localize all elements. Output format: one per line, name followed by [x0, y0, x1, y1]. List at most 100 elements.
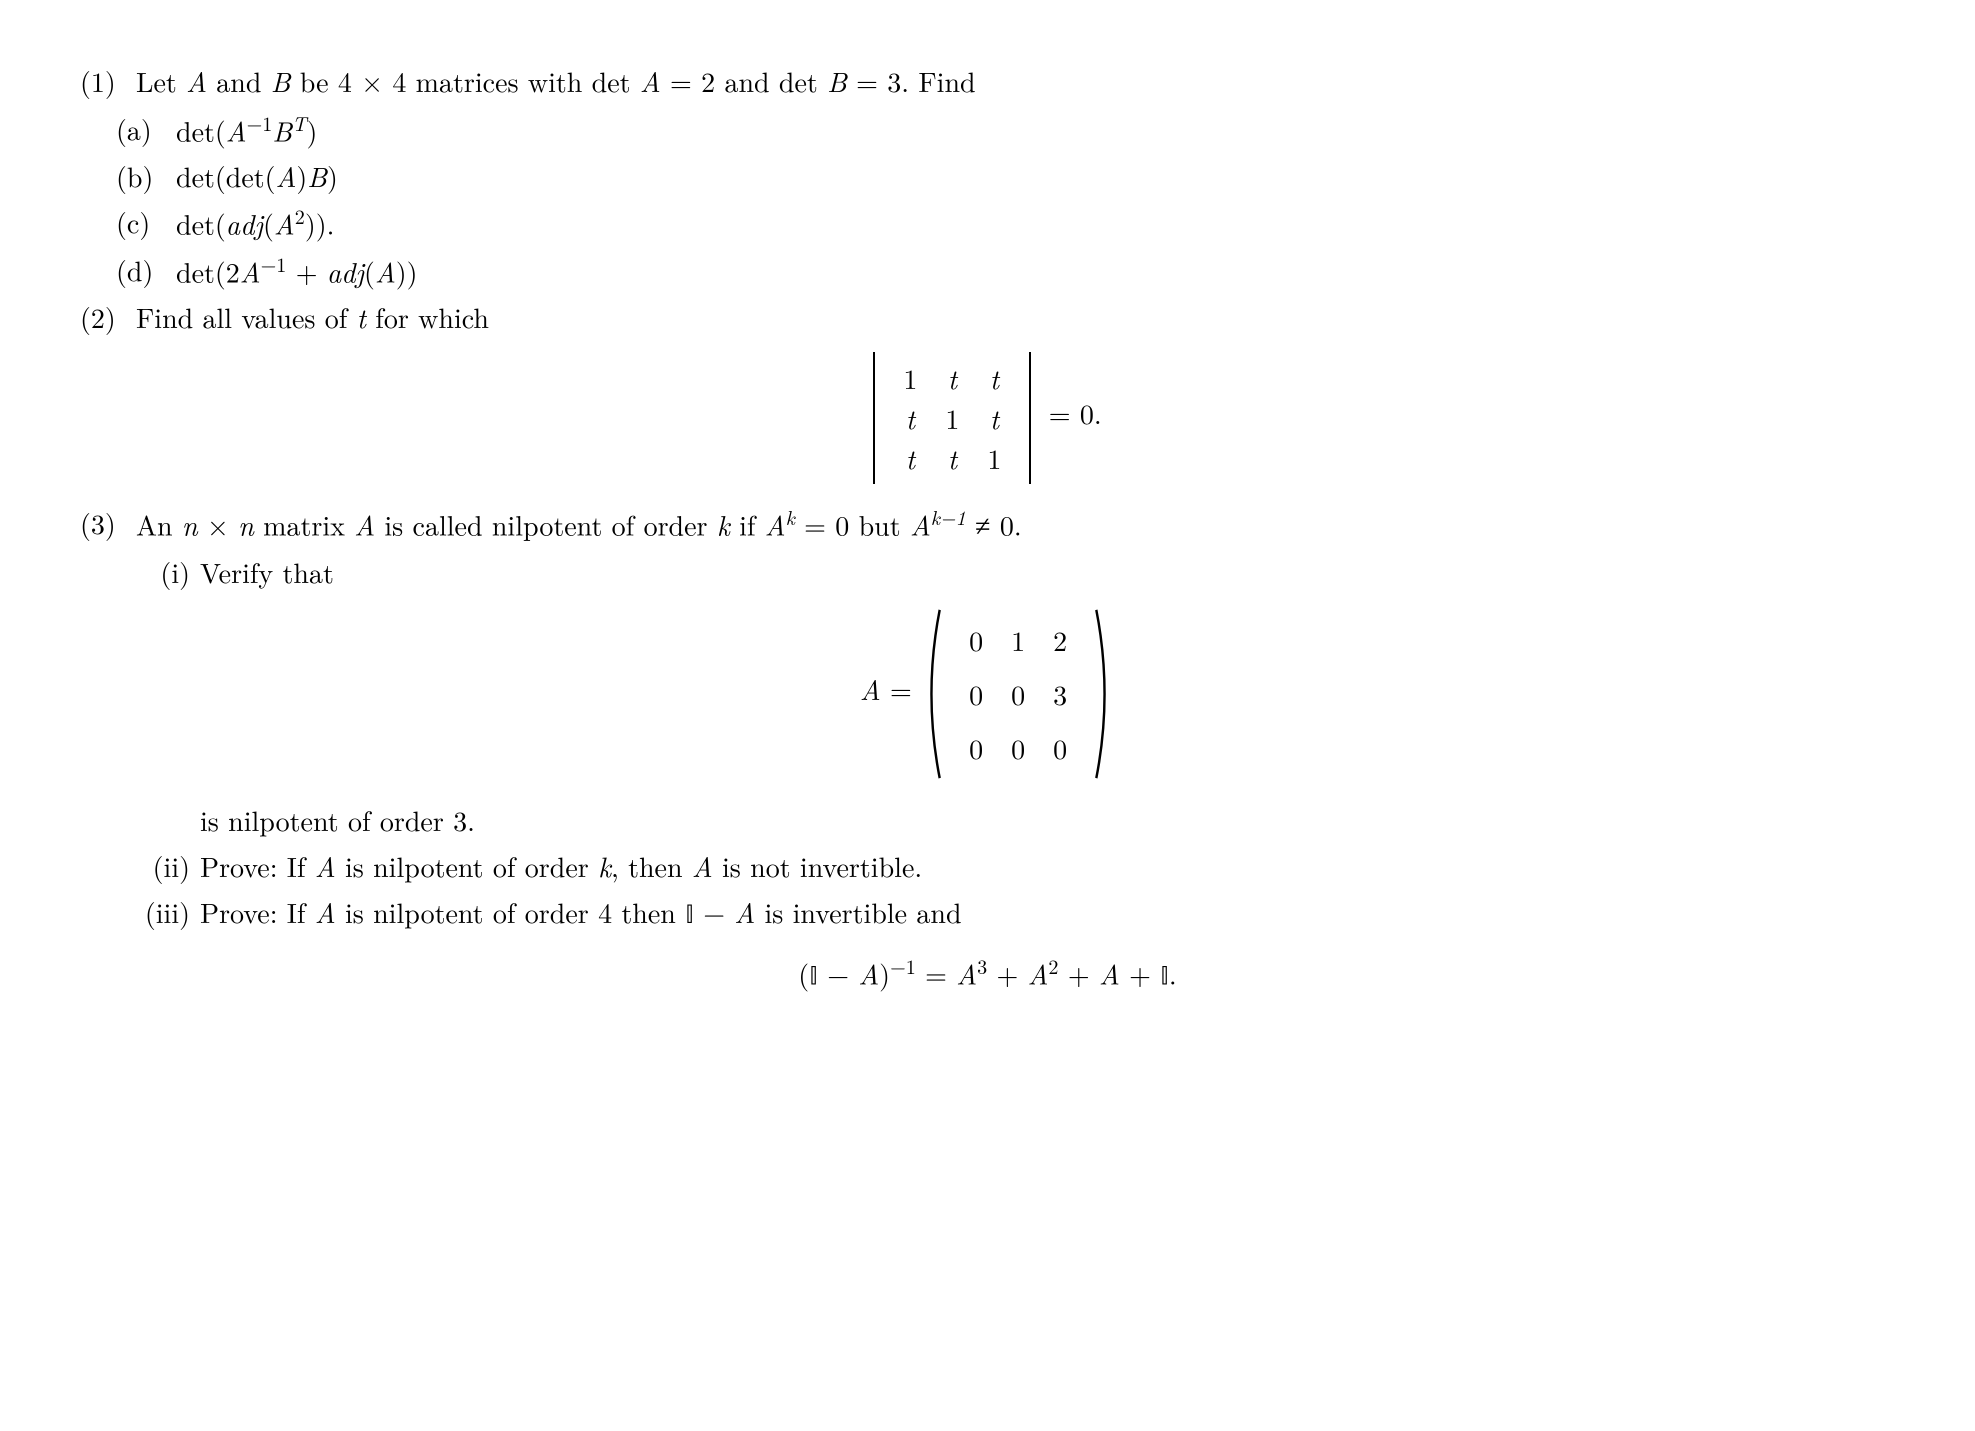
t: − [818, 954, 858, 994]
c: t [889, 438, 931, 478]
t: is nilpotent of order 4 then [336, 892, 686, 932]
var-A: A [226, 110, 247, 150]
var-B: B [827, 61, 847, 101]
c: 0 [955, 721, 997, 775]
t: if [730, 504, 765, 544]
p2-determinant: 1tt t1t tt1 = 0. [80, 352, 1895, 484]
t: = 3. Find [847, 61, 976, 101]
problem-2: (2) Find all values of t for which [80, 296, 1895, 338]
label-d: (d) [116, 249, 176, 292]
sup: 2 [1048, 951, 1058, 980]
var-A: A [375, 251, 396, 291]
var-B: B [272, 110, 292, 150]
c: t [889, 398, 931, 438]
t: is called nilpotent of order [375, 504, 717, 544]
var-n: n [238, 504, 254, 544]
t: + [987, 954, 1027, 994]
matrix-body: 012 003 000 [943, 607, 1093, 781]
p3-ii-text: Prove: If A is nilpotent of order k, the… [200, 845, 922, 887]
t: ≠ 0. [966, 504, 1022, 544]
sup: −1 [261, 249, 287, 278]
var-A: A [315, 846, 336, 886]
var-A: A [240, 251, 261, 291]
p1-a-expr: det(A−1BT) [176, 108, 317, 151]
c: 3 [1039, 667, 1081, 721]
c: t [931, 358, 973, 398]
t: + [286, 251, 326, 291]
p3-i-matrix-eq: A = 012 003 000 [80, 607, 1895, 781]
var-k: k [598, 846, 611, 886]
p3-iii-text: Prove: If A is nilpotent of order 4 then… [200, 891, 962, 937]
sup: −1 [890, 951, 916, 980]
t: + [1059, 954, 1099, 994]
c: 1 [997, 613, 1039, 667]
t: Prove: If [200, 892, 315, 932]
sup: k−1 [931, 502, 966, 531]
eq-zero: = 0. [1039, 393, 1101, 433]
t: is invertible and [755, 892, 961, 932]
c: 0 [955, 667, 997, 721]
right-paren-icon [1093, 607, 1115, 781]
t: ) [307, 110, 318, 150]
problem-2-number: (2) [80, 296, 136, 338]
t: matrix [254, 504, 354, 544]
label-c: (c) [116, 201, 176, 244]
t: = 0 but [795, 504, 910, 544]
t: ) [296, 156, 307, 196]
t: . [1169, 954, 1177, 994]
t: Prove: If [200, 846, 315, 886]
identity-I: 𝕀 [1160, 964, 1169, 992]
p3-iii-equation: (𝕀 − A)−1 = A3 + A2 + A + 𝕀. [80, 951, 1895, 998]
eq: = [881, 669, 921, 709]
var-B: B [271, 61, 291, 101]
t: An [136, 504, 182, 544]
p1-c: (c) det(adj(A2)). [116, 201, 1895, 244]
t: Let [136, 61, 186, 101]
t: ( [364, 251, 375, 291]
c: 0 [955, 613, 997, 667]
eq: = [916, 954, 956, 994]
t: det(det( [176, 156, 276, 196]
var-A: A [765, 504, 786, 544]
label-iii: (iii) [124, 891, 200, 937]
sup: T [292, 108, 306, 137]
p1-b: (b) det(det(A)B) [116, 155, 1895, 197]
c: 0 [997, 721, 1039, 775]
p1-c-expr: det(adj(A2)). [176, 201, 334, 244]
t: is not invertible. [713, 846, 922, 886]
var-A: A [956, 954, 977, 994]
c: 1 [931, 398, 973, 438]
t: is nilpotent of order [336, 846, 598, 886]
p3-iii: (iii) Prove: If A is nilpotent of order … [124, 891, 1895, 937]
t: for which [366, 297, 489, 337]
var-A: A [860, 669, 881, 709]
sup: 2 [295, 201, 305, 230]
t: × [198, 504, 238, 544]
c: t [973, 358, 1015, 398]
c: 1 [889, 358, 931, 398]
c: 2 [1039, 613, 1081, 667]
p1-d: (d) det(2A−1 + adj(A)) [116, 249, 1895, 292]
rp: ) [879, 954, 890, 994]
t: )). [305, 204, 335, 244]
var-A: A [692, 846, 713, 886]
sup: 3 [977, 951, 987, 980]
c: t [973, 398, 1015, 438]
problem-3-body: An n × n matrix A is called nilpotent of… [136, 502, 1895, 545]
p1-b-expr: det(det(A)B) [176, 155, 338, 197]
sup: −1 [247, 108, 273, 137]
problem-3-number: (3) [80, 502, 136, 545]
lp: ( [798, 954, 809, 994]
label-i: (i) [124, 551, 200, 593]
problem-1: (1) Let A and B be 4 × 4 matrices with d… [80, 60, 1895, 102]
identity-I: 𝕀 [809, 964, 818, 992]
var-A: A [1099, 954, 1120, 994]
label-a: (a) [116, 108, 176, 151]
var-A: A [315, 892, 336, 932]
c: t [931, 438, 973, 478]
var-A: A [640, 61, 661, 101]
p1-a: (a) det(A−1BT) [116, 108, 1895, 151]
p1-d-expr: det(2A−1 + adj(A)) [176, 249, 418, 292]
t: )) [396, 251, 418, 291]
p3-i-text: Verify that [200, 551, 334, 593]
